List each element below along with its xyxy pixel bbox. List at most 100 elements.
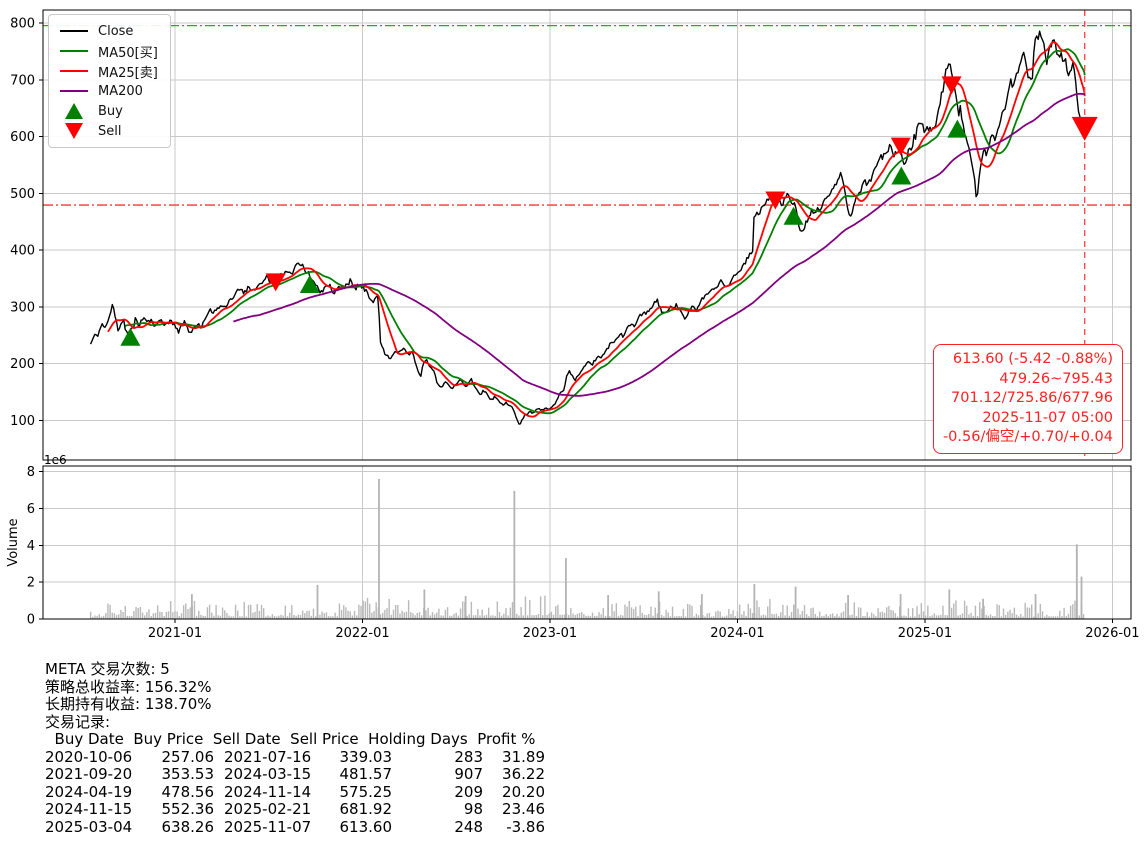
volume-spike-bar [899,594,902,619]
annotation-line: 2025-11-07 05:00 [982,409,1113,426]
sell-price: 339.03 [339,747,393,766]
sell-price: 481.57 [339,765,393,783]
stats-records-label: 交易记录: [45,712,111,731]
holding-days: 209 [454,782,483,801]
buy-date: 2025-03-04 [45,817,133,836]
sell-marker [1071,116,1098,141]
legend-item-ma50: MA50[买] [57,41,158,61]
legend-label: MA25[卖] [98,65,158,81]
sell-price: 681.92 [339,800,393,818]
price-tick-label: 200 [10,357,35,372]
buy-marker [120,327,141,346]
profit-pct: 23.46 [502,800,545,818]
volume-spike-bar [464,595,467,619]
buy-marker [891,166,912,185]
trade-markers [120,76,1098,346]
volume-spike-bar [190,594,193,619]
volume-spike-bar [847,595,849,619]
legend-line-swatch [57,89,91,93]
legend-label: Sell [98,123,122,139]
volume-spike-bar [948,589,951,619]
buy-triangle-icon [57,103,91,119]
volume-spike-bar [700,594,703,619]
price-tick-label: 100 [10,414,35,429]
strategy-stats: META 交易次数: 5 策略总收益率: 156.32% 长期持有收益: 138… [45,660,545,837]
buy-date: 2020-10-06 [45,747,133,766]
ma25-line [107,41,1086,418]
volume-bars [89,478,1085,619]
volume-spike-bar [1080,576,1083,619]
buy-price: 552.36 [161,800,215,818]
volume-spike-bar [982,598,984,619]
volume-tick-label: 2 [27,576,35,591]
buy-marker [783,206,804,225]
grid [43,10,1131,620]
volume-tick-label: 0 [27,613,35,628]
legend-label: Close [98,23,134,39]
trades-table: 2020-10-06 257.06 2021-07-16 339.03 283 31.89… [45,747,545,837]
buy-date: 2024-04-19 [45,782,133,801]
volume-spike-bar [794,586,797,619]
volume-spike-bar [607,595,609,619]
profit-pct: -3.86 [506,817,545,836]
buy-date: 2021-09-20 [45,765,133,783]
profit-pct: 36.22 [502,765,545,783]
sell-date: 2024-03-15 [224,765,312,783]
holding-days: 907 [454,765,483,783]
close-line [89,30,1086,425]
ma50-line [124,48,1086,415]
volume-spike-bar [1034,594,1037,619]
stats-trades-line: META 交易次数: 5 [45,660,170,678]
sell-marker [265,273,286,292]
legend-label: Buy [98,103,123,119]
legend-label: MA200 [98,83,143,99]
sell-price: 575.25 [339,782,393,801]
buy-date: 2024-11-15 [45,800,133,818]
profit-pct: 31.89 [502,747,545,766]
trade-row: 2021-09-20 353.53 2024-03-15 481.57 907 36.22 [45,765,545,784]
volume-spike-bar [565,558,567,619]
date-tick-label: 2021-01 [148,626,202,641]
trade-row: 2024-04-19 478.56 2024-11-14 575.25 209 20.20 [45,782,545,802]
legend-line-swatch [57,49,91,53]
sell-date: 2025-11-07 [224,817,312,836]
annotation-line: -0.56/偏空/+0.70/+0.04 [942,429,1113,445]
trade-row: 2024-11-15 552.36 2025-02-21 681.92 98 23.46 [45,800,545,819]
legend-line-swatch [57,69,91,73]
price-series [89,30,1086,425]
sell-date: 2021-07-16 [224,747,312,766]
volume-spike-bar [423,589,426,619]
legend-line-swatch [57,29,91,33]
price-annotation-box: 613.60 (-5.42 -0.88%) 479.26~795.43 701.12… [932,344,1123,454]
profit-pct: 20.20 [502,782,545,801]
price-tick-label: 500 [10,187,35,202]
volume-spike-bar [753,583,756,619]
annotation-line: 479.26~795.43 [999,370,1113,387]
buy-price: 638.26 [161,817,215,836]
price-tick-label: 400 [10,244,35,259]
date-tick-label: 2025-01 [898,626,952,641]
buy-marker [947,119,968,138]
date-tick-label: 2022-01 [335,626,389,641]
sell-triangle-icon [57,123,91,139]
legend: Close MA50[买] MA25[卖] MA200 Buy Sell [48,14,171,148]
date-tick-label: 2026-01 [1085,626,1139,641]
volume-spike-bar [316,584,319,619]
volume-spike-bar [513,490,516,619]
volume-spike-bar [378,478,380,619]
volume-tick-label: 6 [27,502,35,517]
buy-price: 478.56 [161,782,215,801]
buy-price: 257.06 [161,747,215,766]
trade-row: 2020-10-06 257.06 2021-07-16 339.03 283 31.89 [45,747,545,767]
sell-date: 2024-11-14 [224,782,312,801]
trades-table-header: Buy Date Buy Price Sell Date Sell Price … [45,730,536,748]
annotation-line: 613.60 (-5.42 -0.88%) [952,351,1113,367]
date-tick-label: 2024-01 [710,626,764,641]
legend-item-ma25: MA25[卖] [57,61,158,81]
date-tick-label: 2023-01 [523,626,577,641]
price-tick-label: 800 [10,17,35,32]
sell-marker [765,191,786,210]
